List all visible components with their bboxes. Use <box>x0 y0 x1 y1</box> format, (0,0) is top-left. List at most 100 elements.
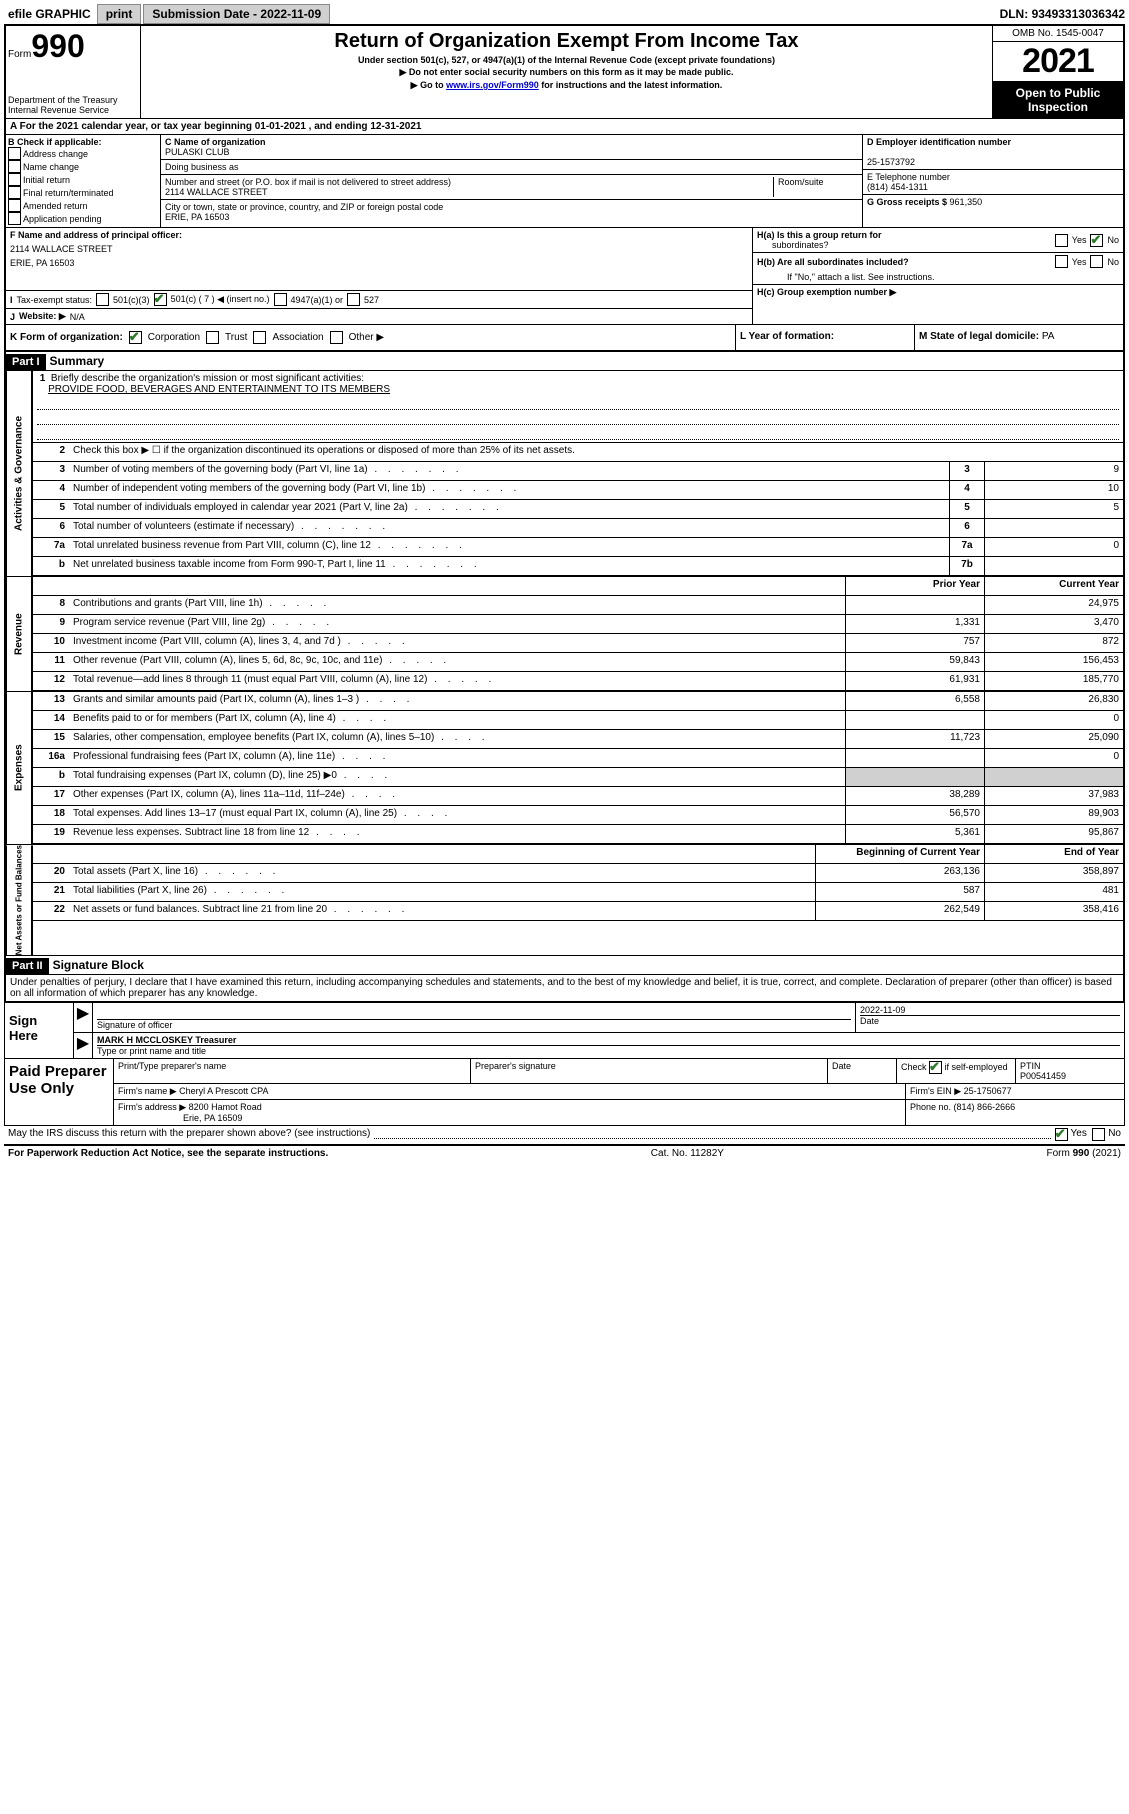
prep-sig-hdr: Preparer's signature <box>475 1061 556 1071</box>
hb-label: H(b) Are all subordinates included? <box>757 257 909 267</box>
prep-row-2: Firm's name ▶ Cheryl A Prescott CPA Firm… <box>114 1084 1124 1100</box>
hb-yes[interactable] <box>1055 255 1068 268</box>
ha-yes[interactable] <box>1055 234 1068 247</box>
may-irs-yes-label: Yes <box>1071 1128 1087 1142</box>
part1-header: Part I Summary <box>6 352 1123 371</box>
self-emp-label: if self-employed <box>945 1062 1008 1072</box>
paid-block: Paid Preparer Use Only Print/Type prepar… <box>4 1059 1125 1126</box>
form990-link[interactable]: www.irs.gov/Form990 <box>446 80 539 90</box>
chk-initial[interactable]: Initial return <box>8 173 158 186</box>
chk-amended[interactable]: Amended return <box>8 199 158 212</box>
prep-row-3: Firm's address ▶ 8200 Hamot Road Erie, P… <box>114 1100 1124 1125</box>
chk-501c[interactable] <box>154 293 167 306</box>
m-cell: M State of legal domicile: PA <box>914 325 1123 350</box>
m-val: PA <box>1042 331 1055 342</box>
part2-title: Signature Block <box>49 956 148 974</box>
top-bar: efile GRAPHIC print Submission Date - 20… <box>4 4 1125 24</box>
line-b: bTotal fundraising expenses (Part IX, co… <box>33 768 1123 787</box>
sig-row-2: ▶ MARK H MCCLOSKEY Treasurer Type or pri… <box>74 1033 1124 1058</box>
f-addr1: 2114 WALLACE STREET <box>10 244 113 254</box>
phone-cell: E Telephone number (814) 454-1311 <box>863 170 1123 195</box>
f-cell: F Name and address of principal officer:… <box>6 228 752 291</box>
chk-pending[interactable]: Application pending <box>8 212 158 225</box>
city-cell: City or town, state or province, country… <box>161 200 862 224</box>
prep-row-1: Print/Type preparer's name Preparer's si… <box>114 1059 1124 1084</box>
net-header-row: Beginning of Current Year End of Year <box>33 845 1123 864</box>
may-irs-row: May the IRS discuss this return with the… <box>4 1126 1125 1146</box>
chk-other[interactable] <box>330 331 343 344</box>
chk-501c3[interactable] <box>96 293 109 306</box>
ein-val: 25-1573792 <box>867 157 915 167</box>
revenue-body: Revenue Prior Year Current Year 8Contrib… <box>6 576 1123 691</box>
chk-assoc[interactable] <box>253 331 266 344</box>
may-irs-no[interactable] <box>1092 1128 1105 1141</box>
line-5: 5Total number of individuals employed in… <box>33 500 1123 519</box>
col-cd: C Name of organization PULASKI CLUB Doin… <box>161 135 863 227</box>
chk-address[interactable]: Address change <box>8 147 158 160</box>
chk-527[interactable] <box>347 293 360 306</box>
omb-number: OMB No. 1545-0047 <box>993 26 1123 42</box>
ein-cell: D Employer identification number 25-1573… <box>863 135 1123 170</box>
line1-label: Briefly describe the organization's miss… <box>51 373 364 384</box>
subtitle-2: ▶ Do not enter social security numbers o… <box>143 67 990 78</box>
ha-no[interactable] <box>1090 234 1103 247</box>
firm-name: Cheryl A Prescott CPA <box>179 1086 268 1096</box>
may-irs-yes[interactable] <box>1055 1128 1068 1141</box>
chk-4947[interactable] <box>274 293 287 306</box>
dba-cell: Doing business as <box>161 160 862 175</box>
print-button[interactable]: print <box>97 4 142 24</box>
vtab-netassets: Net Assets or Fund Balances <box>6 845 33 955</box>
ha-sub: subordinates? <box>772 240 829 250</box>
current-year-hdr: Current Year <box>984 577 1123 595</box>
chk-corp[interactable] <box>129 331 142 344</box>
header-right: OMB No. 1545-0047 2021 Open to Public In… <box>992 26 1123 118</box>
col-b: B Check if applicable: Address change Na… <box>6 135 161 227</box>
sig-row-1: ▶ Signature of officer 2022-11-09 Date <box>74 1003 1124 1033</box>
part2-header: Part II Signature Block <box>6 955 1123 975</box>
expenses-body: Expenses 13Grants and similar amounts pa… <box>6 691 1123 844</box>
chk-address-label: Address change <box>23 149 88 159</box>
hb-no[interactable] <box>1090 255 1103 268</box>
chk-trust[interactable] <box>206 331 219 344</box>
may-irs-no-label: No <box>1108 1128 1121 1142</box>
addr-cell: Number and street (or P.O. box if mail i… <box>161 175 862 200</box>
line-7a: 7aTotal unrelated business revenue from … <box>33 538 1123 557</box>
chk-pending-label: Application pending <box>23 214 102 224</box>
paperwork-notice: For Paperwork Reduction Act Notice, see … <box>8 1148 328 1159</box>
prep-name-hdr: Print/Type preparer's name <box>118 1061 226 1071</box>
activities-rows: 1 Briefly describe the organization's mi… <box>33 371 1123 576</box>
subtitle-1: Under section 501(c), 527, or 4947(a)(1)… <box>143 55 990 65</box>
officer-name: MARK H MCCLOSKEY Treasurer <box>97 1035 1120 1045</box>
submission-date: Submission Date - 2022-11-09 <box>143 4 330 24</box>
hc-cell: H(c) Group exemption number ▶ <box>753 285 1123 300</box>
chk-final[interactable]: Final return/terminated <box>8 186 158 199</box>
firm-name-label: Firm's name ▶ <box>118 1086 179 1096</box>
sign-here-label: Sign Here <box>5 1003 74 1058</box>
f-addr2: ERIE, PA 16503 <box>10 258 74 268</box>
form-body: Form990 Department of the Treasury Inter… <box>4 24 1125 1003</box>
hb-no-label: No <box>1107 257 1119 267</box>
chk-self-emp[interactable] <box>929 1061 942 1074</box>
sig-date-val: 2022-11-09 <box>860 1005 1120 1015</box>
penalty-text: Under penalties of perjury, I declare th… <box>6 975 1123 1001</box>
dba-label: Doing business as <box>165 162 239 172</box>
fhij-right: H(a) Is this a group return for subordin… <box>753 228 1123 324</box>
dln-val: 93493313036342 <box>1032 7 1125 21</box>
k-corp: Corporation <box>148 332 200 343</box>
c-label: C Name of organization <box>165 137 266 147</box>
header-left: Form990 Department of the Treasury Inter… <box>6 26 141 118</box>
subtitle-3: ▶ Go to www.irs.gov/Form990 for instruct… <box>143 80 990 91</box>
part2-badge: Part II <box>6 958 49 974</box>
section-fhij: F Name and address of principal officer:… <box>6 228 1123 325</box>
d-label: D Employer identification number <box>867 137 1011 147</box>
line-3: 3Number of voting members of the governi… <box>33 462 1123 481</box>
fhij-left: F Name and address of principal officer:… <box>6 228 753 324</box>
sig-arrow-1: ▶ <box>74 1003 92 1032</box>
open2: Inspection <box>1028 100 1088 114</box>
i-cell: I Tax-exempt status: 501(c)(3) 501(c) ( … <box>6 291 752 309</box>
prior-year-hdr: Prior Year <box>845 577 984 595</box>
chk-initial-label: Initial return <box>23 175 70 185</box>
j-label: Website: ▶ <box>19 311 66 322</box>
firm-addr-label: Firm's address ▶ <box>118 1102 189 1112</box>
chk-name[interactable]: Name change <box>8 160 158 173</box>
